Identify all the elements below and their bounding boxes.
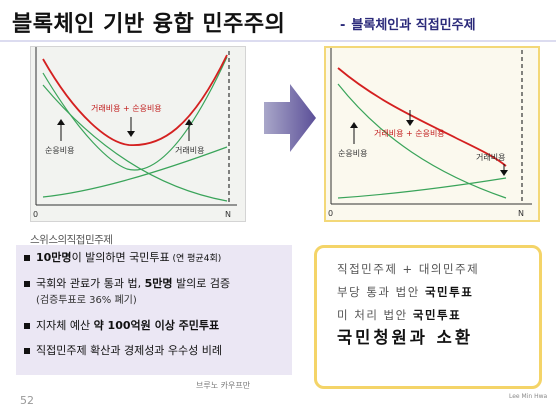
- subtitle-text: 블록체인과 직접민주제: [351, 18, 476, 33]
- page-number: 52: [20, 394, 34, 407]
- source-note: 브루노 카우프만: [196, 381, 251, 390]
- swiss-fact-initiative: 10만명이 발의하면 국민투표 (연 평균4회): [24, 251, 292, 266]
- fact-bold: 약 100억원 이상 주민투표: [93, 319, 220, 332]
- cost-diagram-left-svg: 거래비용 + 순응비용 순응비용 거래비용 0 N: [33, 47, 237, 219]
- compliance-cost-label: 순응비용: [338, 149, 367, 158]
- total-arrow-head: [406, 120, 414, 126]
- author-credit: Lee Min Hwa: [509, 393, 548, 400]
- compliance-cost-curve: [337, 83, 507, 199]
- callout-text: 미 처리 법안: [337, 308, 413, 322]
- fact-small: (연 평균4회): [169, 254, 222, 264]
- subtitle-dash: -: [340, 18, 346, 33]
- swiss-facts-box: 10만명이 발의하면 국민투표 (연 평균4회) 국회와 관료가 통과 법, 5…: [16, 245, 292, 375]
- swiss-section-title: 스위스의직접민주제: [30, 234, 113, 246]
- summary-callout: 직접민주제 + 대의민주제 부당 통과 법안 국민투표 미 처리 법안 국민투표…: [314, 245, 542, 389]
- compliance-cost-label: 순응비용: [45, 146, 74, 155]
- axis-n-label: N: [518, 209, 524, 218]
- swiss-fact-economy: 직접민주제 확산과 경제성과 우수성 비례: [24, 344, 292, 358]
- fact-text: 직접민주제 확산과 경제성과 우수성 비례: [36, 344, 223, 357]
- compliance-cost-curve: [42, 84, 228, 202]
- fact-text: 지자체 예산: [36, 319, 94, 332]
- transaction-cost-curve: [337, 177, 507, 199]
- callout-bold: 국민투표: [424, 285, 474, 299]
- transaction-cost-label: 거래비용: [175, 146, 204, 155]
- callout-bold: 국민투표: [412, 308, 462, 322]
- swiss-fact-budget: 지자체 예산 약 100억원 이상 주민투표: [24, 319, 292, 333]
- swiss-facts-list: 10만명이 발의하면 국민투표 (연 평균4회) 국회와 관료가 통과 법, 5…: [16, 245, 292, 358]
- total-cost-label: 거래비용 + 순응비용: [374, 129, 445, 138]
- axis-n-label: N: [225, 210, 231, 219]
- total-cost-curve: [337, 67, 507, 167]
- callout-line-4: 국민청원과 소환: [337, 328, 474, 347]
- fact-bold: 5만명: [144, 277, 173, 290]
- fact-bold: 10만명: [36, 251, 72, 264]
- page-subtitle: - 블록체인과 직접민주제: [340, 14, 476, 33]
- transaction-arrow-head: [185, 119, 193, 125]
- callout-text: 부당 통과 법안: [337, 285, 425, 299]
- transaction-arrow-head: [500, 170, 508, 176]
- cost-diagram-left: 거래비용 + 순응비용 순응비용 거래비용 0 N: [30, 46, 246, 222]
- transition-arrow-icon: [264, 84, 316, 152]
- total-arrow-head: [127, 131, 135, 137]
- fact-text: 국회와 관료가 통과 법,: [36, 277, 145, 290]
- cost-diagram-right-svg: 거래비용 + 순응비용 순응비용 거래비용 0 N: [328, 48, 532, 218]
- swiss-fact-referendum: 국회와 관료가 통과 법, 5만명 발의로 검증: [24, 277, 292, 291]
- compliance-arrow-head: [350, 122, 358, 128]
- transaction-cost-label: 거래비용: [476, 153, 505, 162]
- fact-text-after: 발의로 검증: [172, 277, 231, 290]
- cost-diagram-right: 거래비용 + 순응비용 순응비용 거래비용 0 N: [324, 46, 540, 222]
- total-cost-label: 거래비용 + 순응비용: [91, 104, 162, 113]
- title-divider: [0, 40, 556, 42]
- callout-line-3: 미 처리 법안 국민투표: [337, 308, 539, 322]
- compliance-arrow-head: [57, 119, 65, 125]
- swiss-fact-referendum-note: (검증투표로 36% 폐기): [36, 295, 137, 306]
- callout-line-1: 직접민주제 + 대의민주제: [337, 262, 480, 276]
- axis-origin-label: 0: [328, 209, 333, 218]
- transaction-cost-curve: [42, 146, 228, 198]
- page-title: 블록체인 기반 융합 민주주의: [12, 12, 286, 37]
- callout-line-2: 부당 통과 법안 국민투표: [337, 285, 539, 299]
- total-cost-curve: [42, 54, 228, 146]
- fact-text: 이 발의하면 국민투표: [71, 251, 170, 264]
- axis-origin-label: 0: [33, 210, 38, 219]
